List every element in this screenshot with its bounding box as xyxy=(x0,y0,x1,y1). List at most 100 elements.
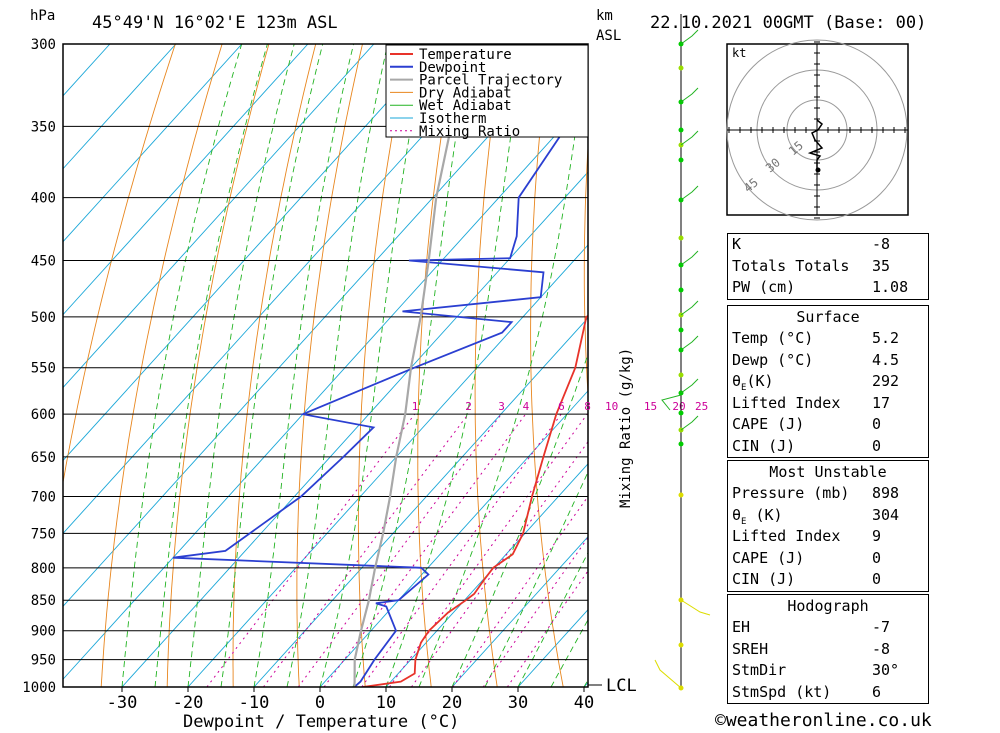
temperature-axis-labels: -30 -20 -10 0 10 20 30 40 xyxy=(107,687,594,713)
k-index-label: K xyxy=(732,235,742,253)
temperature-tick-label: -30 xyxy=(107,693,138,713)
surface-cin-value: 0 xyxy=(872,436,882,455)
wind-barb xyxy=(680,599,711,616)
isotherm-line xyxy=(63,44,375,389)
eh-value: -7 xyxy=(872,618,891,636)
dry-adiabat-line xyxy=(166,44,270,687)
mixing-ratio-label: 1 xyxy=(412,400,419,413)
mu-cin-value: 0 xyxy=(872,570,882,588)
hodograph-unit-label: kt xyxy=(732,46,746,60)
wind-level-dot xyxy=(678,441,684,447)
wet-adiabat-line xyxy=(484,470,588,687)
mixing-ratio-label: 8 xyxy=(584,400,591,413)
wind-level-dot xyxy=(678,235,684,241)
legend-item-label: Dry Adiabat xyxy=(419,85,512,101)
temperature-tick-label: 40 xyxy=(574,693,594,713)
wet-adiabat-line xyxy=(121,44,243,687)
mu-li-row: Lifted Index 9 xyxy=(728,526,928,548)
wind-level-dot xyxy=(678,492,684,498)
wind-barb xyxy=(680,250,699,266)
isotherm-line xyxy=(121,171,588,687)
dry-adiabat-line xyxy=(530,44,564,687)
mixing-ratio-label: 15 xyxy=(644,400,657,413)
wind-level-dot xyxy=(678,157,684,163)
isotherm-line xyxy=(451,536,588,687)
wind-barb xyxy=(680,29,699,45)
mixing-ratio-label: 4 xyxy=(523,400,530,413)
temperature-tick-label: 30 xyxy=(508,693,528,713)
dry-adiabat-line xyxy=(357,44,410,687)
mixing-ratio-axis-title: Mixing Ratio (g/kg) xyxy=(618,348,634,508)
isotherm-line xyxy=(63,44,441,462)
mu-li-label: Lifted Index xyxy=(732,527,841,545)
mu-pressure-value: 898 xyxy=(872,484,900,502)
pressure-tick-label: 800 xyxy=(31,561,56,577)
isotherm-line xyxy=(63,44,177,170)
isotherm-line xyxy=(63,44,243,243)
surface-cin-label: CIN (J) xyxy=(732,436,796,455)
wind-level-dot xyxy=(678,287,684,293)
eh-row: EH -7 xyxy=(728,617,928,639)
sreh-value: -8 xyxy=(872,639,891,658)
mixing-ratio-label: 20 xyxy=(672,400,685,413)
wind-barb xyxy=(680,300,699,316)
temperature-tick-label: 20 xyxy=(442,693,462,713)
temperature-profile xyxy=(362,314,588,687)
hodograph-point xyxy=(815,167,821,173)
hodograph-stats-title: Hodograph xyxy=(787,597,869,615)
mu-li-value: 9 xyxy=(872,527,882,545)
run-info: 22.10.2021 00GMT (Base: 00) xyxy=(650,13,926,33)
legend-item-label: Wet Adiabat xyxy=(419,98,512,114)
mixing-ratio-line xyxy=(506,570,588,687)
x-axis-title: Dewpoint / Temperature (°C) xyxy=(183,712,459,732)
pressure-tick-label: 450 xyxy=(31,254,56,270)
wind-level-dot xyxy=(678,410,684,416)
most-unstable-panel: Most Unstable Pressure (mb) 898 θE (K) 3… xyxy=(727,460,929,592)
surface-li-row: Lifted Index 17 xyxy=(728,393,928,415)
surface-temp-value: 5.2 xyxy=(872,329,900,347)
km-label: km xyxy=(596,8,613,24)
sreh-label: SREH xyxy=(732,639,769,658)
wind-barb xyxy=(654,659,682,689)
wet-adiabat-line xyxy=(418,44,588,687)
surface-dewp-value: 4.5 xyxy=(872,350,900,369)
dry-adiabat-line xyxy=(971,44,1000,687)
totals-totals-row: Totals Totals 35 xyxy=(728,256,928,278)
pressure-tick-label: 1000 xyxy=(22,680,56,696)
credit-link[interactable]: ©weatheronline.co.uk xyxy=(715,710,932,731)
wet-adiabat-line xyxy=(220,44,324,687)
surface-cape-label: CAPE (J) xyxy=(732,415,805,433)
legend-item-label: Dewpoint xyxy=(419,60,486,76)
plot-frame xyxy=(62,43,589,688)
temperature-tick-label: -10 xyxy=(239,693,270,713)
surface-cin-row: CIN (J) 0 xyxy=(728,436,928,458)
mixing-ratio-label: 6 xyxy=(558,400,565,413)
wind-level-dot xyxy=(678,127,684,133)
mixing-ratio-label: 3 xyxy=(498,400,505,413)
surface-thetae-row: θE(K) 292 xyxy=(728,371,928,393)
wind-level-dot xyxy=(678,372,684,378)
wind-barb xyxy=(680,130,699,146)
wind-barb xyxy=(680,87,699,103)
stmspd-row: StmSpd (kt) 6 xyxy=(728,682,928,704)
surface-li-value: 17 xyxy=(872,393,891,412)
mu-cin-label: CIN (J) xyxy=(732,570,796,588)
sreh-row: SREH -8 xyxy=(728,639,928,661)
pressure-tick-label: 400 xyxy=(31,191,56,207)
asl-label: ASL xyxy=(596,28,621,44)
profile-series xyxy=(172,44,588,687)
wet-adiabat-line xyxy=(253,44,355,687)
wind-profile xyxy=(654,14,711,691)
wind-level-dot xyxy=(678,642,684,648)
stmspd-label: StmSpd (kt) xyxy=(732,682,832,701)
mu-cape-value: 0 xyxy=(872,548,882,567)
pressure-tick-label: 750 xyxy=(31,526,56,542)
mu-thetae-label: θE (K) xyxy=(732,505,783,527)
mixing-ratio-line xyxy=(323,413,526,687)
surface-cape-value: 0 xyxy=(872,415,882,433)
stmdir-row: StmDir 30° xyxy=(728,660,928,682)
pressure-unit-label: hPa xyxy=(30,8,55,24)
mu-thetae-value: 304 xyxy=(872,505,900,524)
surface-thetae-label: θE(K) xyxy=(732,372,774,393)
wind-barb xyxy=(680,415,699,431)
